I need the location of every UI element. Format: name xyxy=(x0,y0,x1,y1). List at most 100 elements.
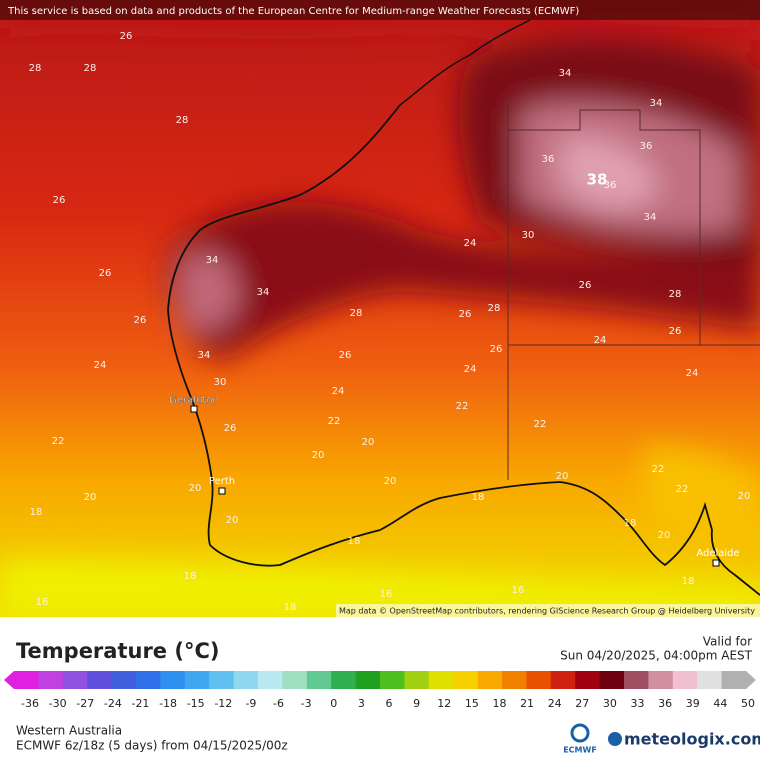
colorbar-swatch xyxy=(306,671,332,689)
colorbar-tick-label: 0 xyxy=(330,697,337,710)
colorbar-tick-label: -27 xyxy=(76,697,94,710)
brand-icon xyxy=(608,732,622,746)
colorbar-tick-label: 12 xyxy=(437,697,451,710)
city-label: Adelaide xyxy=(696,548,739,559)
colorbar-swatch xyxy=(526,671,552,689)
contour-label: 36 xyxy=(542,154,555,165)
contour-label: 26 xyxy=(339,350,352,361)
colorbar-tick-label: 24 xyxy=(548,697,562,710)
colorbar-swatch xyxy=(672,671,698,689)
colorbar-tick-label: -24 xyxy=(104,697,122,710)
colorbar-swatch xyxy=(14,671,39,689)
contour-label: 26 xyxy=(490,344,503,355)
contour-label: 18 xyxy=(284,602,297,613)
contour-label: 26 xyxy=(53,195,66,206)
contour-label: 28 xyxy=(29,63,42,74)
colorbar-tick-label: -18 xyxy=(159,697,177,710)
colorbar-tick-label: 15 xyxy=(465,697,479,710)
contour-label: 34 xyxy=(644,212,657,223)
colorbar-swatch xyxy=(111,671,137,689)
contour-label: 20 xyxy=(738,491,751,502)
colorbar-tick-label: -30 xyxy=(49,697,67,710)
model-info: ECMWF 6z/18z (5 days) from 04/15/2025/00… xyxy=(16,739,288,753)
colorbar-arrow-left xyxy=(4,671,14,689)
contour-label: 26 xyxy=(120,31,133,42)
contour-label: 26 xyxy=(669,326,682,337)
contour-label: 30 xyxy=(522,230,535,241)
colorbar-swatch xyxy=(380,671,405,689)
contour-label: 26 xyxy=(224,423,237,434)
attribution: Map data © OpenStreetMap contributors, r… xyxy=(339,607,755,616)
contour-label: 18 xyxy=(184,571,197,582)
colorbar-swatch xyxy=(282,671,308,689)
colorbar-swatch xyxy=(575,671,601,689)
peak-label: 38 xyxy=(587,171,608,189)
contour-label: 22 xyxy=(456,401,469,412)
colorbar-tick-label: -3 xyxy=(301,697,312,710)
contour-label: 20 xyxy=(189,483,202,494)
contour-label: 28 xyxy=(669,289,682,300)
contour-label: 18 xyxy=(30,507,43,518)
region: Western Australia xyxy=(16,724,122,738)
colorbar-swatch xyxy=(136,671,161,689)
contour-label: 22 xyxy=(676,484,689,495)
contour-label: 18 xyxy=(472,492,485,503)
contour-label: 18 xyxy=(682,576,695,587)
colorbar-swatch xyxy=(502,671,527,689)
map: 28 26 28 28 26 26 26 24 22 20 18 18 16 18 16 16 18 18 20 20… xyxy=(0,0,760,617)
colorbar-tick-label: -15 xyxy=(187,697,205,710)
city-marker xyxy=(712,559,720,567)
contour-label: 22 xyxy=(534,419,547,430)
colorbar-swatch xyxy=(62,671,88,689)
contour-label: 36 xyxy=(640,141,653,152)
legend: Temperature (°C) Valid for Sun 04/20/202… xyxy=(4,635,760,755)
contour-label: 30 xyxy=(214,377,227,388)
contour-label: 26 xyxy=(579,280,592,291)
colorbar-swatch xyxy=(453,671,479,689)
colorbar-swatch xyxy=(233,671,259,689)
colorbar-swatch xyxy=(258,671,283,689)
contour-label: 34 xyxy=(206,255,219,266)
contour-label: 34 xyxy=(198,350,211,361)
colorbar-tick-label: 6 xyxy=(386,697,393,710)
brand-logo: meteologix.com xyxy=(624,730,760,749)
contour-label: 34 xyxy=(559,68,572,79)
contour-label: 24 xyxy=(594,335,607,346)
colorbar-tick-label: 30 xyxy=(603,697,617,710)
contour-label: 20 xyxy=(556,471,569,482)
city-label: Perth xyxy=(209,476,235,487)
contour-label: 20 xyxy=(658,530,671,541)
contour-label: 24 xyxy=(686,368,699,379)
contour-label: 24 xyxy=(464,364,477,375)
contour-label: 28 xyxy=(350,308,363,319)
colorbar-swatch xyxy=(184,671,210,689)
colorbar-tick-label: -21 xyxy=(131,697,149,710)
colorbar-swatch xyxy=(428,671,454,689)
contour-label: 18 xyxy=(624,518,637,529)
contour-label: 16 xyxy=(512,585,525,596)
contour-label: 26 xyxy=(134,315,147,326)
contour-label: 20 xyxy=(226,515,239,526)
contour-label: 28 xyxy=(488,303,501,314)
valid-time: Sun 04/20/2025, 04:00pm AEST xyxy=(560,649,753,663)
colorbar-tick-label: 3 xyxy=(358,697,365,710)
colorbar-swatch xyxy=(697,671,723,689)
colorbar-swatch xyxy=(209,671,235,689)
ecmwf-logo: ECMWF xyxy=(563,746,597,755)
colorbar-tick-label: -9 xyxy=(245,697,256,710)
colorbar-tick-label: 18 xyxy=(492,697,506,710)
contour-label: 26 xyxy=(459,309,472,320)
colorbar-tick-label: 44 xyxy=(713,697,727,710)
colorbar-swatch xyxy=(404,671,430,689)
colorbar-swatch xyxy=(331,671,357,689)
contour-label: 16 xyxy=(380,589,393,600)
colorbar-tick-label: 50 xyxy=(741,697,755,710)
colorbar-swatch xyxy=(87,671,113,689)
attribution-bg xyxy=(336,604,760,617)
contour-label: 22 xyxy=(52,436,65,447)
city-label: Geraldton xyxy=(169,395,219,406)
colorbar-tick-label: -6 xyxy=(273,697,284,710)
banner: This service is based on data and produc… xyxy=(7,6,579,17)
colorbar-tick-label: 36 xyxy=(658,697,672,710)
